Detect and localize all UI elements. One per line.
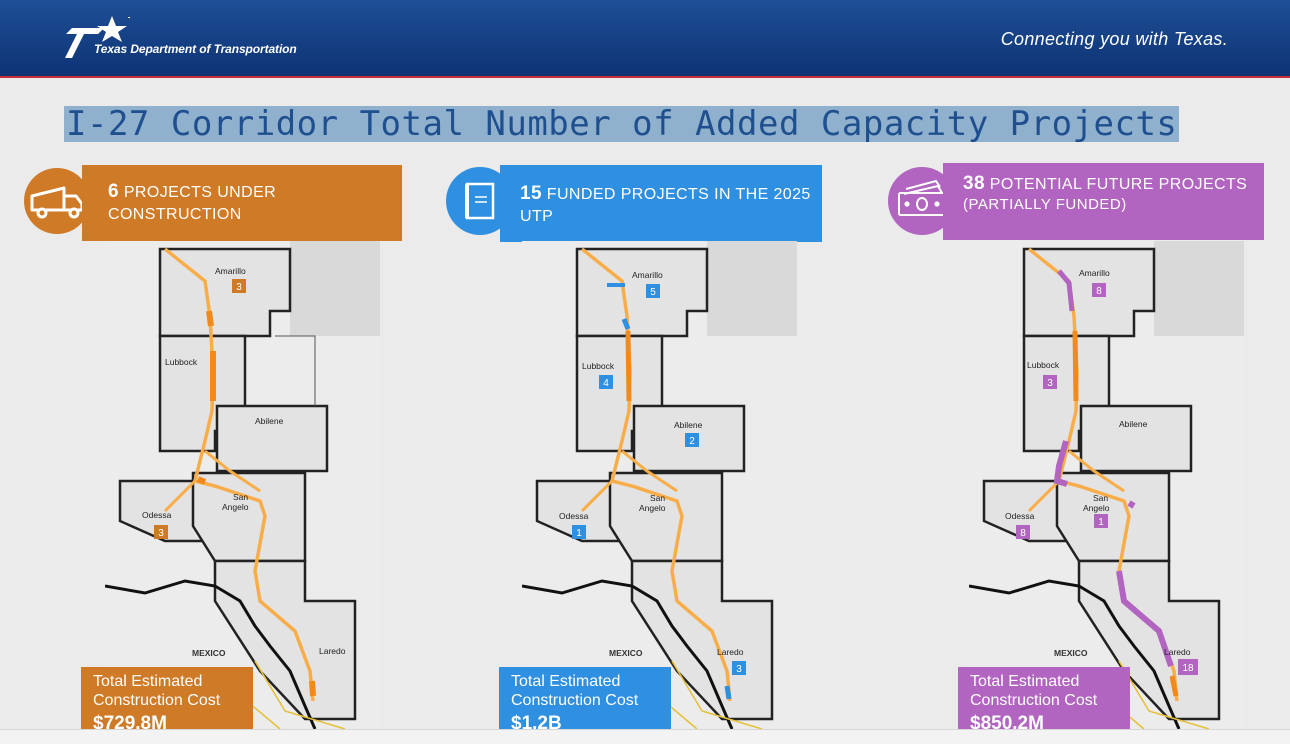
map-count-san-angelo: 1 (1098, 517, 1104, 528)
txdot-star-icon (65, 16, 130, 58)
funded-cost-value: $1.2B (511, 713, 562, 734)
label-odessa: Odessa (1005, 511, 1035, 521)
construction-text: PROJECTS UNDER CONSTRUCTION (108, 184, 277, 223)
construction-badge: 6 PROJECTS UNDER CONSTRUCTION (82, 165, 402, 241)
map-count-laredo: 18 (1182, 663, 1194, 674)
map-funded[interactable]: 5 4 2 1 3 Amarillo Lubbock Abilene Odess… (522, 241, 797, 729)
dump-truck-icon (30, 186, 84, 219)
document-icon (465, 182, 495, 220)
map-count-odessa: 3 (158, 528, 164, 539)
construction-cost-value: $729.8M (93, 713, 167, 734)
label-san-angelo-2: Angelo (222, 502, 249, 512)
map-count-lubbock: 4 (603, 378, 609, 389)
construction-badge-circle (24, 168, 90, 234)
future-cost-value: $850.2M (970, 713, 1044, 734)
cost-label-2: Construction Cost (970, 692, 1098, 709)
label-laredo: Laredo (717, 647, 744, 657)
label-abilene: Abilene (255, 416, 284, 426)
map-future[interactable]: 8 3 8 1 18 Amarillo Lubbock Abilene Odes… (969, 241, 1244, 729)
map-count-odessa: 1 (576, 528, 582, 539)
cost-label-1: Total Estimated (93, 673, 203, 690)
cost-label-1: Total Estimated (970, 673, 1080, 690)
funded-count: 15 (520, 183, 542, 204)
label-laredo: Laredo (319, 646, 346, 656)
label-laredo: Laredo (1164, 647, 1191, 657)
label-amarillo: Amarillo (632, 270, 663, 280)
label-amarillo: Amarillo (215, 266, 246, 276)
future-cost-box: Total Estimated Construction Cost $850.2… (958, 667, 1130, 734)
logo-text: Texas Department of Transportation (94, 42, 297, 56)
future-text: POTENTIAL FUTURE PROJECTS (989, 176, 1248, 193)
label-abilene: Abilene (674, 420, 703, 430)
construction-count: 6 (108, 181, 119, 202)
txdot-logo[interactable]: Texas Department of Transportation (62, 14, 342, 64)
map-under-construction[interactable]: 3 3 Amarillo Lubbock Abilene Odessa San … (105, 241, 380, 729)
label-san-angelo-2: Angelo (639, 503, 666, 513)
label-abilene: Abilene (1119, 419, 1148, 429)
tagline: Connecting you with Texas. (1000, 29, 1228, 49)
label-odessa: Odessa (559, 511, 589, 521)
page-title: I-27 Corridor Total Number of Added Capa… (64, 104, 1180, 144)
label-mexico: MEXICO (192, 648, 226, 658)
map-count-amarillo: 8 (1096, 286, 1102, 297)
label-lubbock: Lubbock (1027, 360, 1060, 370)
cost-label-2: Construction Cost (93, 692, 221, 709)
map-count-lubbock: 3 (1047, 378, 1053, 389)
funded-text: FUNDED PROJECTS IN THE 2025 UTP (520, 186, 811, 225)
cost-label-1: Total Estimated (511, 673, 621, 690)
label-amarillo: Amarillo (1079, 268, 1110, 278)
funded-cost-box: Total Estimated Construction Cost $1.2B (499, 667, 671, 734)
map-count-amarillo: 3 (236, 282, 242, 293)
label-san-angelo-1: San (1093, 493, 1108, 503)
funded-badge: 15 FUNDED PROJECTS IN THE 2025 UTP (500, 165, 822, 242)
map-count-abilene: 2 (689, 436, 695, 447)
footer-bar (0, 729, 1290, 744)
label-mexico: MEXICO (609, 648, 643, 658)
map-count-laredo: 3 (736, 664, 742, 675)
label-lubbock: Lubbock (582, 361, 615, 371)
map-count-amarillo: 5 (650, 287, 656, 298)
label-san-angelo-2: Angelo (1083, 503, 1110, 513)
label-san-angelo-1: San (650, 493, 665, 503)
label-odessa: Odessa (142, 510, 172, 520)
cost-label-2: Construction Cost (511, 692, 639, 709)
future-count: 38 (963, 173, 985, 194)
map-count-odessa: 8 (1020, 528, 1026, 539)
label-lubbock: Lubbock (165, 357, 198, 367)
label-san-angelo-1: San (233, 492, 248, 502)
site-header: Texas Department of Transportation Conne… (0, 0, 1290, 78)
future-badge: 38 POTENTIAL FUTURE PROJECTS (PARTIALLY … (943, 163, 1264, 240)
label-mexico: MEXICO (1054, 648, 1088, 658)
construction-cost-box: Total Estimated Construction Cost $729.8… (81, 667, 253, 734)
future-subtext: (PARTIALLY FUNDED) (963, 196, 1127, 213)
